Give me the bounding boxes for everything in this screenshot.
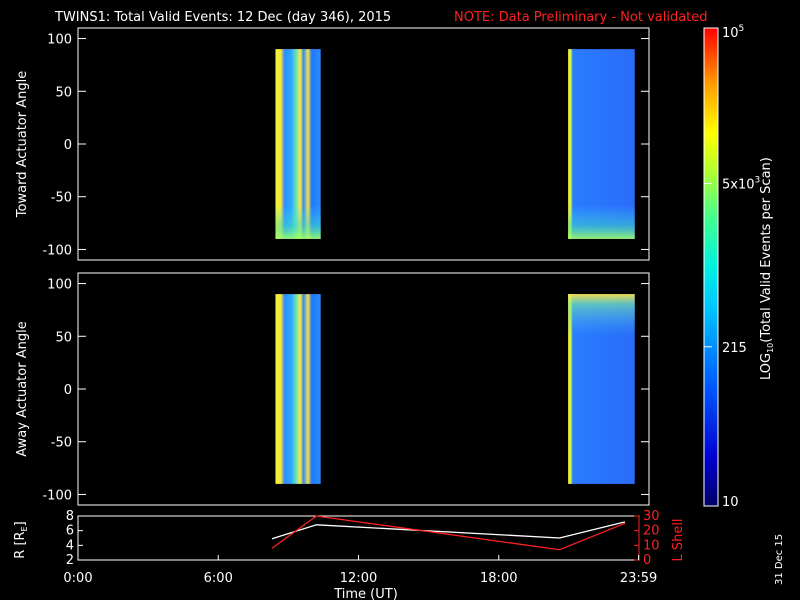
lshell-ytick-label: 30 (643, 509, 660, 524)
away-ytick-label: 0 (64, 383, 72, 398)
toward-angle-panel: 100 50 0 -50 -100 Toward Actuator Angle (15, 27, 650, 261)
time-xtick-label: 0:00 (63, 571, 92, 586)
colorbar-label: LOG10(Total Valid Events per Scan) (759, 157, 775, 380)
toward-ytick-label: 100 (47, 33, 72, 48)
colorbar: 105 5x103 215 10 LOG10(Total Valid Events p… (703, 24, 775, 510)
away-ytick-label: 100 (47, 278, 72, 293)
away-angle-panel: 100 50 0 -50 -100 Away Actuator Angle (15, 272, 650, 506)
time-axis-label: Time (UT) (333, 587, 398, 600)
colorbar-tick-label: 5x103 (722, 175, 760, 192)
figure-title: TWINS1: Total Valid Events: 12 Dec (day … (54, 10, 391, 25)
time-xtick-label: 6:00 (204, 571, 233, 586)
time-xtick-label: 12:00 (340, 571, 377, 586)
toward-block-shading (568, 204, 635, 239)
away-ytick-label: -50 (51, 436, 72, 451)
toward-ytick-label: -50 (51, 191, 72, 206)
radius-ytick-label: 8 (66, 509, 74, 524)
away-block-shading (568, 294, 635, 336)
toward-panel-frame (77, 27, 650, 261)
toward-block-shading (275, 204, 321, 239)
away-ytick-label: -100 (42, 488, 72, 503)
lshell-ytick-label: 0 (643, 553, 651, 568)
lshell-ytick-label: 10 (643, 538, 660, 553)
colorbar-tick-label: 10 (722, 495, 739, 510)
toward-angle-axis-label: Toward Actuator Angle (15, 71, 30, 218)
radius-ytick-label: 4 (66, 538, 74, 553)
colorbar-tick-label: 215 (722, 341, 747, 356)
toward-ytick-label: -100 (42, 243, 72, 258)
lshell-series-line (271, 515, 626, 551)
time-xtick-label: 18:00 (480, 571, 517, 586)
away-panel-frame (77, 272, 650, 506)
away-angle-axis-label: Away Actuator Angle (15, 321, 30, 456)
date-stamp: 31 Dec 15 (774, 534, 785, 585)
toward-ytick-label: 50 (55, 85, 72, 100)
toward-ytick-label: 0 (64, 138, 72, 153)
radius-ytick-label: 2 (66, 553, 74, 568)
radius-axis-label: R [RE] (13, 521, 29, 558)
away-data-block (275, 294, 321, 484)
ephemeris-panel-frame (77, 515, 640, 561)
colorbar-scale (703, 27, 719, 507)
radius-ytick-label: 6 (66, 524, 74, 539)
colorbar-tick-label: 105 (722, 24, 744, 41)
lshell-axis-label: L Shell (671, 518, 686, 561)
lshell-ytick-label: 20 (643, 524, 660, 539)
away-ytick-label: 50 (55, 330, 72, 345)
preliminary-note: NOTE: Data Preliminary - Not validated (454, 10, 708, 25)
time-xtick-label: 23:59 (620, 571, 657, 586)
